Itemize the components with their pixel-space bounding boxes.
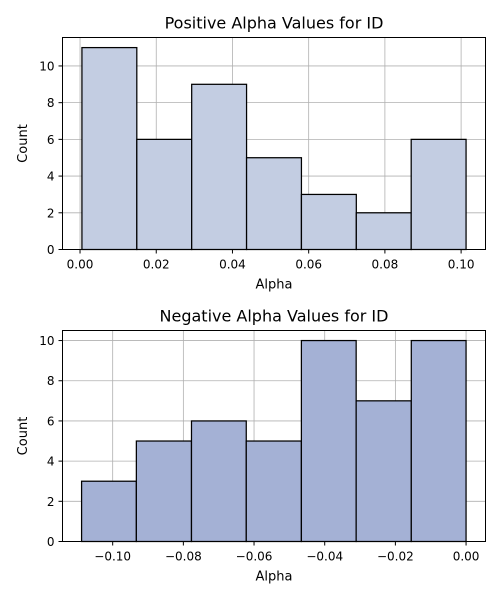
- positive-x-tick-label: 0.00: [67, 258, 94, 272]
- negative-y-tick-label: 10: [39, 334, 54, 348]
- negative-bar: [355, 400, 412, 543]
- negative-bar: [190, 420, 247, 543]
- positive-x-tick-label: 0.04: [219, 258, 246, 272]
- negative-y-tick-label: 2: [47, 495, 55, 509]
- positive-x-axis-label: Alpha: [256, 278, 293, 293]
- negative-x-tick-label: −0.04: [306, 550, 343, 564]
- positive-y-tick-label: 0: [47, 243, 55, 257]
- negative-x-tick-label: −0.02: [377, 550, 414, 564]
- negative-y-axis-label: Count: [16, 417, 31, 456]
- positive-bar: [245, 157, 303, 251]
- positive-bar: [410, 138, 467, 251]
- negative-y-tick-label: 4: [47, 455, 55, 469]
- negative-x-tick-label: −0.06: [236, 550, 273, 564]
- negative-bar: [245, 440, 303, 543]
- positive-bar: [300, 193, 357, 251]
- positive-chart-title: Positive Alpha Values for ID: [165, 14, 384, 33]
- positive-x-tick-label: 0.06: [295, 258, 322, 272]
- positive-bar: [191, 83, 248, 251]
- negative-x-tick-label: −0.10: [94, 550, 131, 564]
- positive-y-tick-label: 4: [47, 170, 55, 184]
- positive-bar: [355, 212, 412, 251]
- negative-chart: −0.10 −0.08 −0.06 −0.04 −0.02 0.00 0 2 4 6 8 10 Nega…: [16, 307, 486, 585]
- positive-x-tick-label: 0.10: [448, 258, 475, 272]
- positive-bar: [136, 138, 193, 251]
- negative-bar: [410, 339, 467, 543]
- negative-y-tick-label: 6: [47, 414, 55, 428]
- positive-bar: [81, 46, 138, 251]
- negative-y-tick-label: 8: [47, 374, 55, 388]
- negative-x-tick-label: −0.08: [165, 550, 202, 564]
- positive-y-tick-label: 10: [39, 59, 54, 73]
- negative-bars: [80, 339, 467, 543]
- positive-y-tick-label: 2: [47, 206, 55, 220]
- negative-bar: [80, 480, 137, 543]
- negative-chart-title: Negative Alpha Values for ID: [160, 307, 389, 326]
- positive-y-tick-label: 8: [47, 96, 55, 110]
- positive-y-tick-label: 6: [47, 133, 55, 147]
- negative-x-tick-label: 0.00: [453, 550, 480, 564]
- positive-bars: [81, 46, 467, 251]
- negative-y-tick-label: 0: [47, 535, 55, 549]
- negative-bar: [135, 440, 193, 543]
- negative-bar: [300, 339, 357, 543]
- negative-axes-frame: [62, 330, 486, 542]
- positive-y-axis-label: Count: [16, 124, 31, 163]
- positive-axes-frame: [62, 37, 486, 250]
- positive-x-tick-label: 0.02: [143, 258, 170, 272]
- negative-x-axis-label: Alpha: [256, 570, 293, 585]
- positive-chart: 0.00 0.02 0.04 0.06 0.08 0.10 0 2 4 6 8 10 Positive …: [16, 14, 486, 293]
- positive-x-tick-label: 0.08: [372, 258, 399, 272]
